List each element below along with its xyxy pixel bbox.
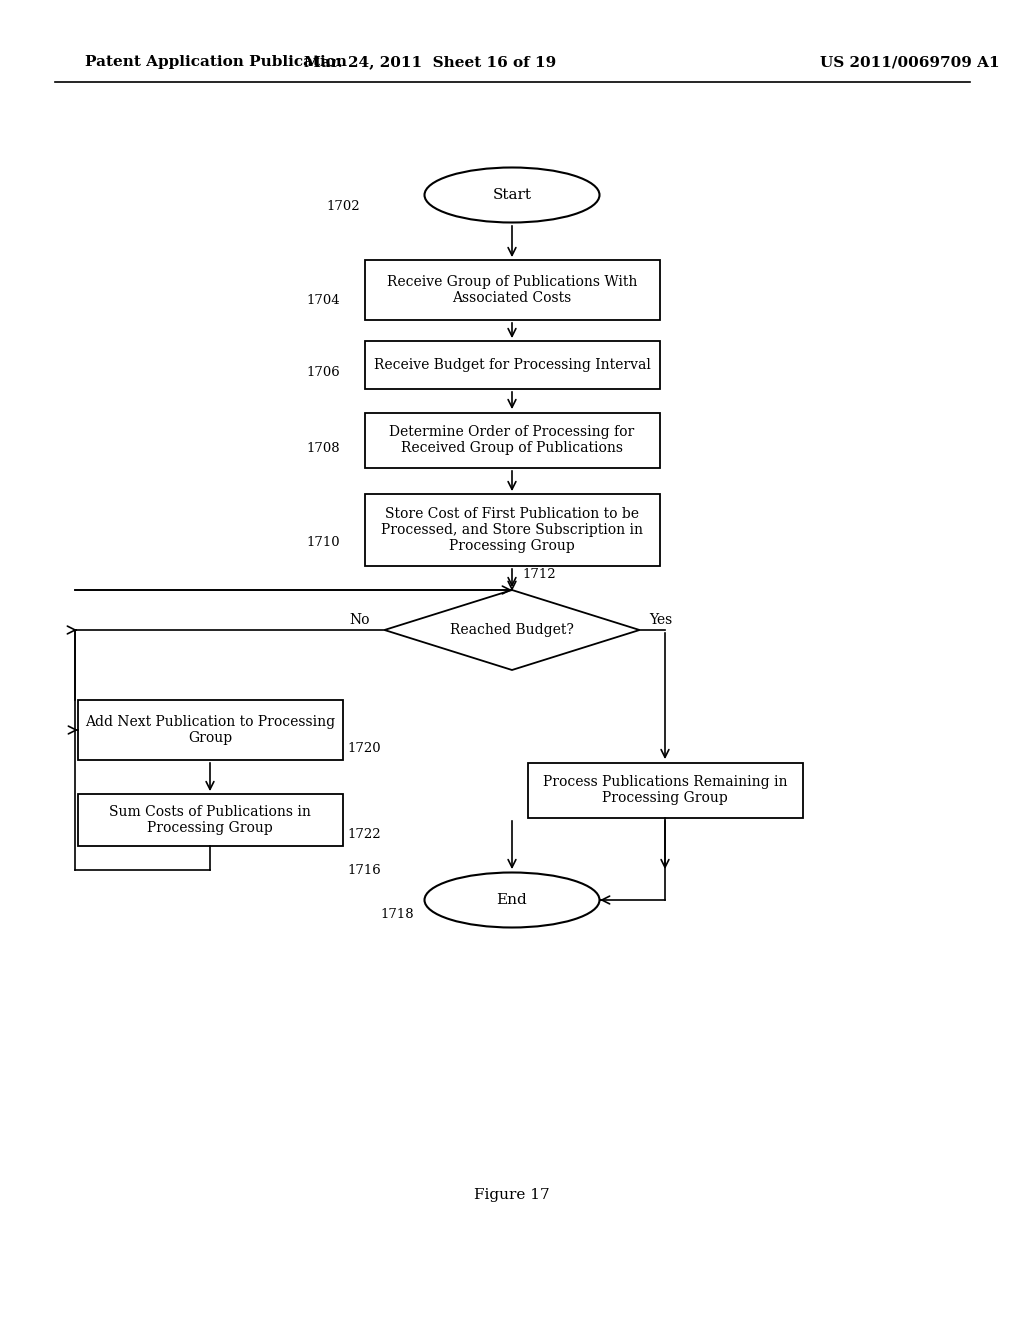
Text: 1706: 1706 bbox=[306, 367, 340, 380]
Bar bbox=[78, 700, 342, 760]
Text: Yes: Yes bbox=[649, 612, 672, 627]
Text: US 2011/0069709 A1: US 2011/0069709 A1 bbox=[820, 55, 999, 69]
Text: Determine Order of Processing for
Received Group of Publications: Determine Order of Processing for Receiv… bbox=[389, 425, 635, 455]
Text: Mar. 24, 2011  Sheet 16 of 19: Mar. 24, 2011 Sheet 16 of 19 bbox=[304, 55, 556, 69]
Text: 1708: 1708 bbox=[306, 441, 340, 454]
Text: 1718: 1718 bbox=[380, 908, 414, 921]
Text: Add Next Publication to Processing
Group: Add Next Publication to Processing Group bbox=[85, 715, 335, 744]
Ellipse shape bbox=[425, 873, 599, 928]
Text: Sum Costs of Publications in
Processing Group: Sum Costs of Publications in Processing … bbox=[110, 805, 311, 836]
Text: Figure 17: Figure 17 bbox=[474, 1188, 550, 1203]
Text: Store Cost of First Publication to be
Processed, and Store Subscription in
Proce: Store Cost of First Publication to be Pr… bbox=[381, 507, 643, 553]
Polygon shape bbox=[384, 590, 640, 671]
Bar bbox=[78, 795, 342, 846]
Text: End: End bbox=[497, 894, 527, 907]
Text: Process Publications Remaining in
Processing Group: Process Publications Remaining in Proces… bbox=[543, 775, 787, 805]
Bar bbox=[365, 260, 659, 319]
Text: 1720: 1720 bbox=[347, 742, 381, 755]
Bar bbox=[365, 412, 659, 467]
Text: Receive Group of Publications With
Associated Costs: Receive Group of Publications With Assoc… bbox=[387, 275, 637, 305]
Text: 1716: 1716 bbox=[347, 863, 381, 876]
Text: No: No bbox=[349, 612, 370, 627]
Text: 1722: 1722 bbox=[347, 828, 381, 841]
Bar bbox=[527, 763, 803, 817]
Text: Start: Start bbox=[493, 187, 531, 202]
Text: Patent Application Publication: Patent Application Publication bbox=[85, 55, 347, 69]
Text: 1712: 1712 bbox=[522, 569, 556, 582]
Text: 1710: 1710 bbox=[306, 536, 340, 549]
Text: Reached Budget?: Reached Budget? bbox=[451, 623, 573, 638]
Ellipse shape bbox=[425, 168, 599, 223]
Text: 1702: 1702 bbox=[327, 201, 360, 214]
Bar bbox=[365, 494, 659, 566]
Bar bbox=[365, 341, 659, 389]
Text: 1704: 1704 bbox=[306, 293, 340, 306]
Text: Receive Budget for Processing Interval: Receive Budget for Processing Interval bbox=[374, 358, 650, 372]
